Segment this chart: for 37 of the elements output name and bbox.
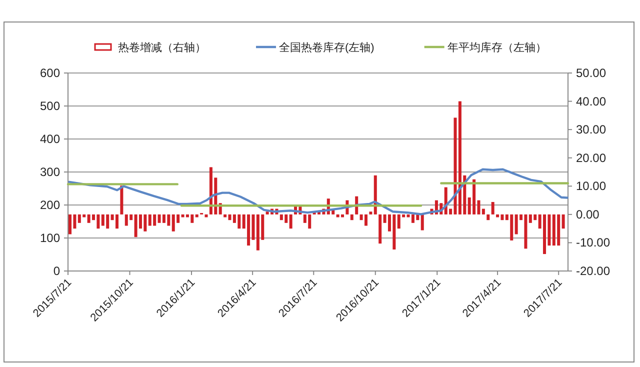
y2-tick-label: 50.00 xyxy=(576,66,606,80)
y2-tick-label: 40.00 xyxy=(576,94,606,108)
legend-label: 全国热卷库存(左轴) xyxy=(279,41,374,54)
y-tick-label: 100 xyxy=(40,231,60,245)
bar xyxy=(340,214,344,218)
bar xyxy=(204,214,208,218)
y-tick-label: 0 xyxy=(53,264,60,278)
legend-label: 年平均库存（左轴） xyxy=(447,41,546,54)
y2-tick-label: 0.00 xyxy=(576,207,600,222)
y2-tick-label: 30.00 xyxy=(576,122,606,137)
y-tick-label: 500 xyxy=(40,99,60,113)
bar xyxy=(350,214,354,220)
y2-tick-label: 20.00 xyxy=(576,150,606,165)
bar xyxy=(115,214,118,229)
y-tick-label: 200 xyxy=(40,198,60,212)
bar xyxy=(562,214,565,229)
bar xyxy=(120,186,124,214)
line-series xyxy=(68,168,568,216)
y-tick-label: 300 xyxy=(40,165,60,179)
y-tick-label: 600 xyxy=(40,66,60,80)
legend-label: 热卷增减（右轴） xyxy=(118,41,206,54)
bar xyxy=(68,214,72,234)
y2-tick-label: -20.00 xyxy=(576,264,610,278)
y-tick-label: 400 xyxy=(40,132,60,146)
bar xyxy=(369,212,372,214)
y2-tick-label: -10.00 xyxy=(576,236,610,250)
bar xyxy=(195,214,198,218)
bar xyxy=(224,214,227,218)
bar xyxy=(496,214,500,218)
bar xyxy=(420,214,424,230)
bar xyxy=(289,214,292,229)
bar xyxy=(378,214,382,244)
y2-tick-label: 10.00 xyxy=(576,179,606,194)
bar xyxy=(486,214,490,220)
bar xyxy=(482,208,485,214)
bar xyxy=(364,214,368,226)
bar xyxy=(491,202,494,214)
